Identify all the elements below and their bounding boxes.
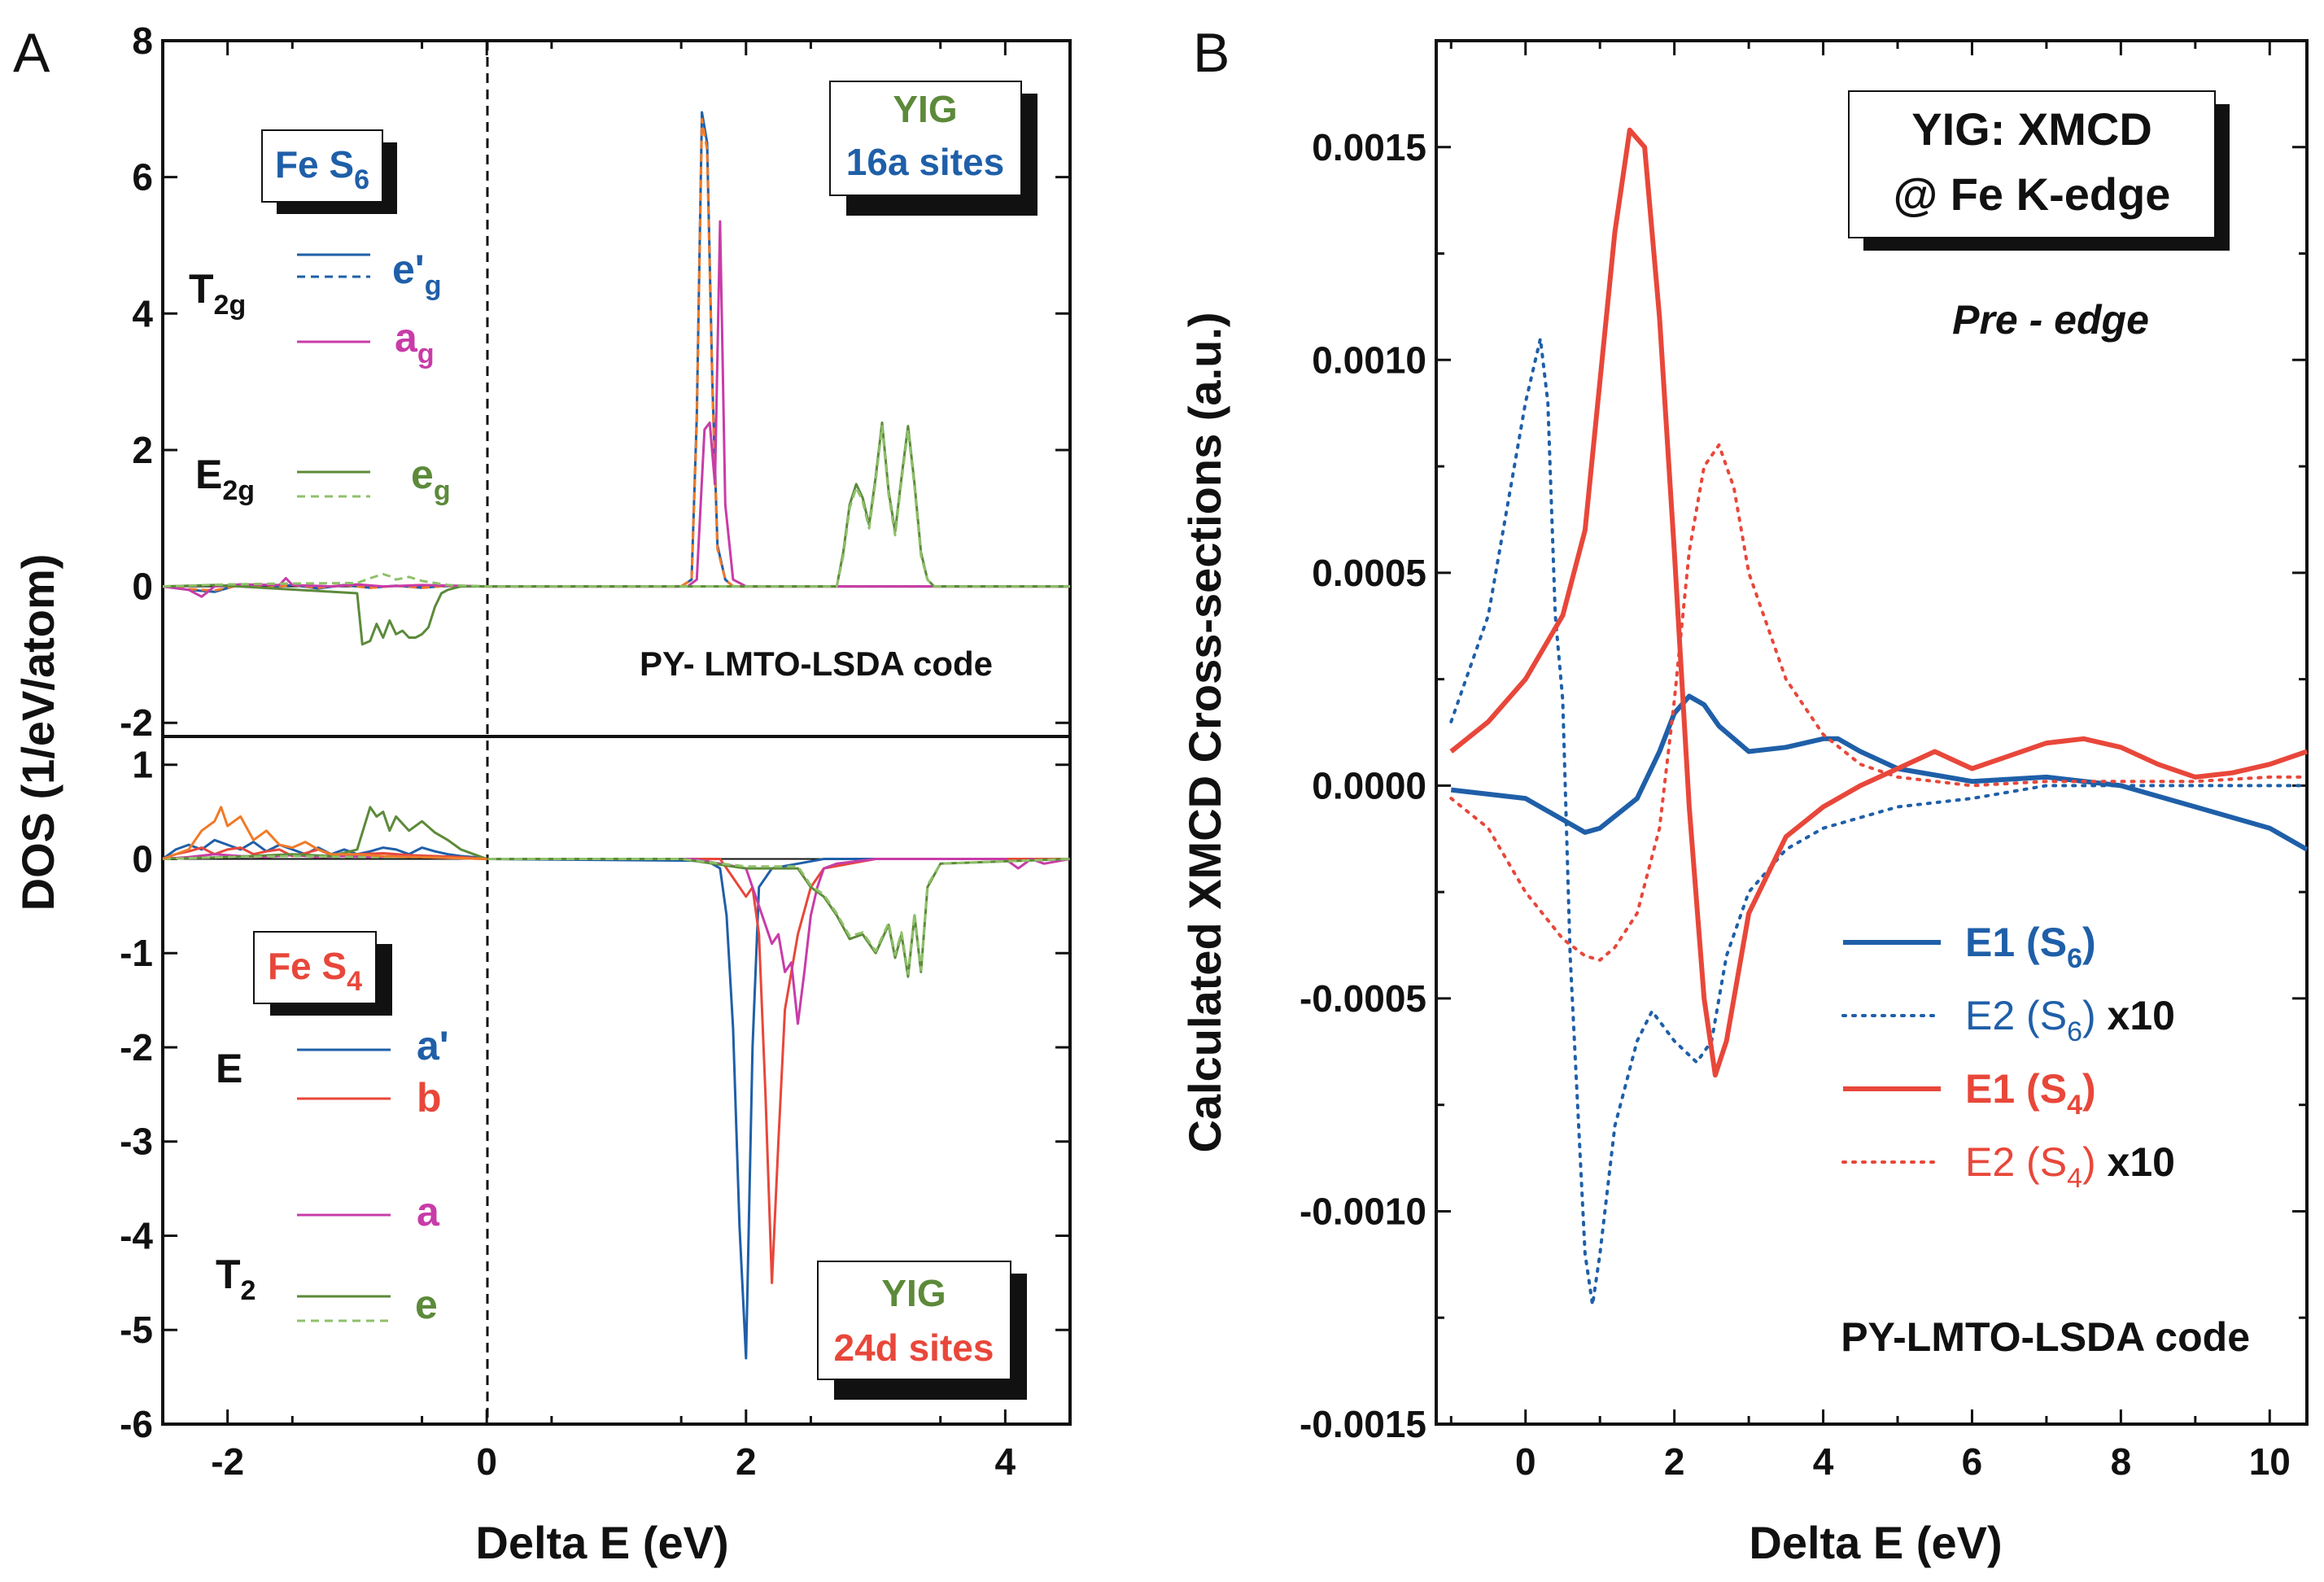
fe-s6-main: Fe S [275, 143, 354, 186]
legend-label-e2-s4: E2 (S4) x10 [1965, 1139, 2175, 1194]
y-tick-label: -0.0015 [1300, 1403, 1426, 1445]
panel-b: B 0 2 4 6 8 10 -0.0015 -0.0010 -0.0005 0.0000 0.00… [1179, 22, 2309, 1568]
legend-label-b: b [417, 1075, 442, 1121]
legend-label-a-prime: a' [417, 1023, 449, 1069]
y-tick-label: 2 [132, 429, 153, 471]
series-line-extra-orange- [162, 806, 487, 860]
x-tick-label: 4 [1813, 1440, 1834, 1483]
yig-16a-line1: YIG [893, 88, 957, 130]
legend-label-a: a [417, 1189, 440, 1235]
y-tick-label: -2 [120, 701, 153, 744]
yig-16a-line2: 16a sites [846, 141, 1004, 183]
y-tick-label: 1 [132, 744, 153, 786]
y-tick-label: 6 [132, 156, 153, 199]
series-line-e2-s4-x10 [1449, 443, 2309, 962]
yig-16a-box: YIG 16a sites [829, 81, 1038, 216]
panel-b-y-axis-title: Calculated XMCD Cross-sections (a.u.) [1179, 312, 1230, 1152]
legend-label-ag: ag [395, 315, 435, 369]
panel-a-top-legend: T2g e'g ag E2g eg [189, 247, 451, 506]
panel-a-letter: A [13, 22, 50, 84]
legend-group-e: E [216, 1046, 242, 1091]
y-tick-label: 4 [132, 292, 153, 334]
fe-s6-label: Fe S6 [261, 129, 397, 214]
legend-label-e1-s4: E1 (S4) [1965, 1066, 2096, 1121]
yig-24d-line2: 24d sites [834, 1326, 994, 1369]
svg-text:Fe S6: Fe S6 [275, 143, 369, 195]
y-tick-label: -5 [120, 1309, 153, 1351]
panel-b-letter: B [1193, 22, 1230, 84]
xmcd-title-line2: @ Fe K-edge [1894, 168, 2171, 220]
y-tick-label: -0.0005 [1300, 977, 1426, 1020]
panel-b-legend: E1 (S6) E2 (S6) x10 E1 (S4) E2 (S4) x10 [1841, 920, 2175, 1194]
y-tick-label: -4 [120, 1214, 153, 1256]
panel-b-code-note: PY-LMTO-LSDA code [1841, 1314, 2250, 1360]
panel-a-bottom-legend: E a' b a T2 e [216, 1023, 449, 1327]
x-tick-label: 6 [1962, 1440, 1983, 1483]
x-tick-label: 10 [2249, 1440, 2291, 1483]
y-tick-label: 0.0015 [1312, 126, 1426, 168]
fe-s6-sub: 6 [354, 164, 369, 195]
series-line-e1-s4- [1449, 127, 2308, 1078]
pre-edge-label: Pre - edge [1952, 297, 2149, 343]
panel-a-y-axis-title: DOS (1/eV/atom) [12, 554, 63, 911]
y-tick-label: 0 [132, 837, 153, 880]
x-tick-label: 4 [995, 1440, 1016, 1483]
panel-a-bottom-frame [161, 735, 1072, 1426]
panel-b-x-axis-title: Delta E (eV) [1749, 1517, 2002, 1568]
y-tick-label: 0.0010 [1312, 339, 1426, 381]
yig-24d-box: YIG 24d sites [817, 1261, 1027, 1400]
legend-label-e1-s6: E1 (S6) [1965, 920, 2096, 974]
panel-b-frame [1435, 39, 2309, 1426]
series-line-e2-s6-x10 [1449, 337, 2309, 1307]
x-tick-label: 0 [1515, 1440, 1536, 1483]
xmcd-title-line1: YIG: XMCD [1911, 103, 2152, 155]
series-line-eg [162, 421, 1070, 646]
xmcd-title-box: YIG: XMCD @ Fe K-edge [1848, 90, 2230, 251]
x-tick-label: 2 [736, 1440, 757, 1483]
y-tick-label: 0.0000 [1312, 764, 1426, 806]
fe-s4-label: Fe S4 [253, 931, 392, 1016]
legend-label-eg-prime: e'g [392, 247, 441, 301]
svg-text:Fe S4: Fe S4 [268, 945, 362, 997]
panel-a-code-note: PY- LMTO-LSDA code [640, 645, 993, 683]
series-line-e1-s6- [1450, 693, 2309, 852]
panel-a-top-series [162, 111, 1070, 646]
legend-label-e2-s6: E2 (S6) x10 [1965, 993, 2175, 1047]
x-tick-label: 2 [1664, 1440, 1685, 1483]
y-tick-label: -1 [120, 932, 153, 974]
series-line-eg-dashed- [162, 425, 1070, 588]
y-tick-label: 8 [132, 20, 153, 62]
panel-a-ticks: -2 0 2 4 -2 0 2 4 6 8 -6 -5 -4 -3 -2 -1 0 1 [120, 20, 1072, 1483]
legend-label-eg: eg [411, 452, 451, 506]
y-tick-label: -3 [120, 1121, 153, 1163]
yig-24d-line1: YIG [881, 1272, 946, 1314]
legend-group-e2g: E2g [195, 452, 255, 506]
x-tick-label: -2 [211, 1440, 244, 1483]
fe-s4-sub: 4 [347, 966, 362, 997]
y-tick-label: -6 [120, 1403, 153, 1445]
panel-a-x-axis-title: Delta E (eV) [475, 1517, 728, 1568]
y-tick-label: -0.0010 [1300, 1190, 1426, 1232]
x-tick-label: 8 [2111, 1440, 2132, 1483]
x-tick-label: 0 [476, 1440, 497, 1483]
panel-b-ticks: 0 2 4 6 8 10 -0.0015 -0.0010 -0.0005 0.0000 0.0005… [1300, 41, 2307, 1483]
legend-group-t2g: T2g [189, 266, 246, 321]
y-tick-label: -2 [120, 1026, 153, 1069]
legend-label-e: e [415, 1282, 438, 1327]
y-tick-label: 0.0005 [1312, 552, 1426, 594]
series-line-b [162, 846, 1070, 1284]
panel-a: A -2 0 2 4 -2 0 2 4 6 8 -6 -5 -4 -3 -2 -1 0 1 Delta E (eV… [12, 20, 1072, 1568]
panel-b-series [1449, 127, 2309, 1307]
y-tick-label: 0 [132, 566, 153, 608]
legend-group-t2: T2 [216, 1252, 256, 1306]
fe-s4-main: Fe S [268, 945, 347, 987]
panel-a-bottom-series [162, 806, 1071, 1360]
